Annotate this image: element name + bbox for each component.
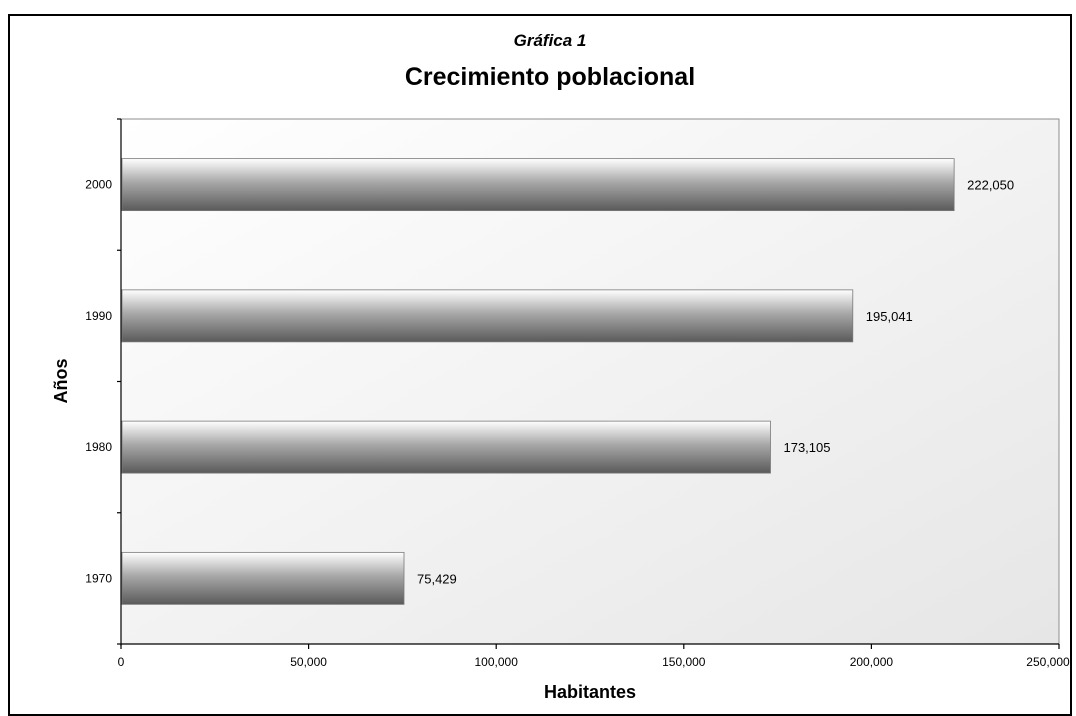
bar-1990: [121, 289, 854, 343]
bar-2000: [121, 158, 955, 212]
data-label-1970: 75,429: [417, 571, 457, 586]
y-tick-label-1980: 1980: [85, 440, 112, 454]
x-tick-label-150000: 150,000: [662, 655, 706, 669]
data-label-1990: 195,041: [866, 309, 913, 324]
bar-1970: [121, 551, 405, 605]
x-tick-label-200000: 200,000: [850, 655, 894, 669]
y-tick-label-1970: 1970: [85, 571, 112, 585]
bar-1980: [121, 420, 771, 474]
y-tick-label-1990: 1990: [85, 309, 112, 323]
x-axis-title: Habitantes: [544, 682, 636, 702]
bars-layer: 75,429 173,105 195,041 222,050: [121, 158, 1014, 605]
y-tick-label-2000: 2000: [85, 178, 112, 192]
x-tick-label-0: 0: [118, 655, 125, 669]
chart-title: Crecimiento poblacional: [405, 63, 695, 91]
x-tick-label-250000: 250,000: [1026, 655, 1070, 669]
data-label-1980: 173,105: [783, 440, 830, 455]
axes-layer: 1970 1980 1990 2000 0 50,000 100,000 150,000 200…: [85, 118, 1070, 669]
y-axis-title: Años: [51, 359, 71, 404]
x-tick-label-100000: 100,000: [475, 655, 519, 669]
x-tick-label-50000: 50,000: [290, 655, 327, 669]
data-label-2000: 222,050: [967, 178, 1014, 193]
chart-subtitle: Gráfica 1: [514, 31, 587, 50]
